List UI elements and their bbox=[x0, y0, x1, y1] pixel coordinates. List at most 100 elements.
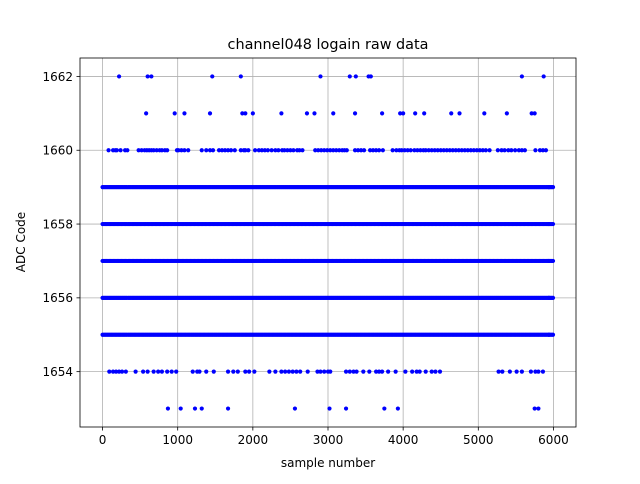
data-point bbox=[477, 148, 482, 153]
data-point bbox=[144, 111, 149, 116]
data-point bbox=[537, 148, 543, 153]
data-point bbox=[294, 369, 299, 374]
data-point bbox=[297, 148, 302, 153]
data-point bbox=[352, 111, 358, 116]
data-point bbox=[207, 148, 213, 153]
data-point bbox=[334, 148, 339, 153]
data-point bbox=[393, 369, 398, 374]
data-point bbox=[532, 406, 537, 411]
data-point bbox=[367, 148, 373, 153]
data-point bbox=[541, 74, 546, 79]
data-point bbox=[380, 369, 385, 374]
data-point bbox=[351, 369, 356, 374]
data-point bbox=[207, 111, 213, 116]
data-point bbox=[355, 148, 361, 153]
data-point bbox=[529, 111, 534, 116]
chart-title: channel048 logain raw data bbox=[228, 37, 429, 53]
data-point bbox=[235, 369, 240, 374]
data-point bbox=[344, 148, 349, 153]
data-point bbox=[374, 148, 379, 153]
data-point bbox=[418, 148, 423, 153]
data-point bbox=[151, 148, 156, 153]
data-point bbox=[506, 148, 511, 153]
data-point bbox=[113, 369, 119, 374]
data-point bbox=[273, 148, 278, 153]
data-point bbox=[110, 369, 116, 374]
data-point bbox=[312, 111, 317, 116]
data-point bbox=[546, 185, 552, 190]
data-point bbox=[465, 148, 470, 153]
data-point bbox=[405, 148, 410, 153]
data-point bbox=[550, 258, 556, 264]
data-point bbox=[250, 111, 255, 116]
data-point bbox=[550, 295, 556, 300]
data-point bbox=[370, 148, 376, 153]
data-point bbox=[176, 148, 181, 153]
data-point bbox=[453, 148, 458, 153]
data-point bbox=[413, 111, 418, 116]
data-point bbox=[399, 148, 404, 153]
data-point bbox=[550, 332, 556, 337]
data-point bbox=[361, 148, 367, 153]
data-point bbox=[322, 148, 327, 153]
data-point bbox=[279, 369, 284, 374]
data-point bbox=[304, 111, 310, 116]
y-tick-label: 1658 bbox=[42, 217, 73, 231]
data-point bbox=[536, 406, 541, 411]
data-point bbox=[433, 369, 438, 374]
data-point bbox=[123, 369, 128, 374]
data-point bbox=[151, 369, 156, 374]
data-point bbox=[327, 406, 332, 411]
data-point bbox=[459, 148, 464, 153]
data-point bbox=[298, 369, 303, 374]
data-point bbox=[382, 406, 387, 411]
data-point bbox=[435, 148, 440, 153]
data-point bbox=[286, 369, 292, 374]
data-point bbox=[423, 148, 428, 153]
data-point bbox=[514, 369, 519, 374]
data-point bbox=[216, 148, 222, 153]
data-point bbox=[516, 148, 521, 153]
data-point bbox=[210, 148, 216, 153]
data-point bbox=[238, 74, 243, 79]
data-point bbox=[480, 148, 485, 153]
data-point bbox=[107, 369, 112, 374]
x-tick-label: 6000 bbox=[538, 433, 569, 447]
data-point bbox=[318, 74, 323, 79]
data-point bbox=[536, 369, 541, 374]
data-point bbox=[533, 369, 538, 374]
data-point bbox=[305, 369, 310, 374]
data-point bbox=[394, 148, 399, 153]
data-point bbox=[246, 369, 252, 374]
data-point bbox=[500, 369, 505, 374]
data-point bbox=[415, 148, 420, 153]
data-point bbox=[328, 369, 333, 374]
data-point bbox=[423, 369, 428, 374]
data-point bbox=[252, 369, 257, 374]
data-point bbox=[139, 148, 144, 153]
data-point bbox=[165, 369, 170, 374]
data-point bbox=[422, 111, 427, 116]
data-point bbox=[519, 369, 524, 374]
data-point bbox=[145, 369, 150, 374]
data-point bbox=[279, 111, 284, 116]
data-point bbox=[386, 369, 391, 374]
data-point bbox=[197, 369, 202, 374]
data-point bbox=[225, 369, 231, 374]
data-point bbox=[145, 74, 150, 79]
data-point bbox=[159, 369, 165, 374]
data-point bbox=[318, 369, 323, 374]
data-point bbox=[426, 148, 431, 153]
y-tick-label: 1660 bbox=[42, 144, 73, 158]
data-point bbox=[238, 148, 243, 153]
data-point bbox=[390, 148, 395, 153]
data-point bbox=[179, 148, 184, 153]
y-axis-label: ADC Code bbox=[14, 212, 28, 272]
data-point bbox=[182, 111, 187, 116]
data-point bbox=[291, 148, 296, 153]
data-point bbox=[225, 406, 231, 411]
data-point bbox=[174, 369, 179, 374]
data-point bbox=[380, 148, 385, 153]
data-point bbox=[496, 369, 501, 374]
data-point bbox=[353, 74, 358, 79]
